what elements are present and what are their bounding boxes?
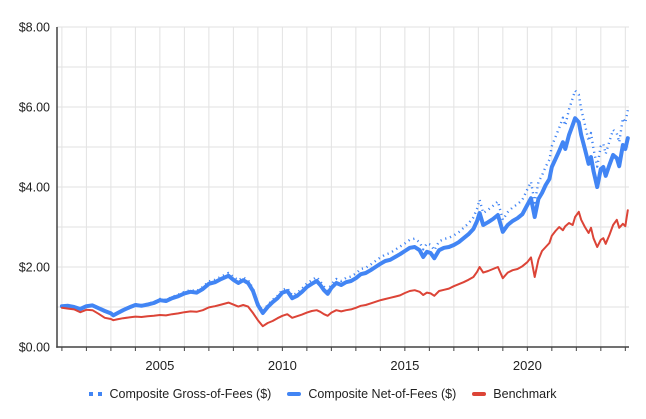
legend-item-benchmark[interactable]: Benchmark — [472, 387, 557, 401]
legend-label-gross: Composite Gross-of-Fees ($) — [109, 387, 272, 401]
legend-label-benchmark: Benchmark — [493, 387, 557, 401]
y-axis-label: $8.00 — [19, 21, 50, 35]
legend-item-net-of-fees[interactable]: Composite Net-of-Fees ($) — [287, 387, 456, 401]
solid-blue-line-marker-icon — [287, 392, 302, 396]
chart-legend: Composite Gross-of-Fees ($) Composite Ne… — [0, 385, 646, 403]
y-axis-label: $0.00 — [19, 341, 50, 355]
dotted-line-marker-icon — [89, 392, 103, 396]
y-axis-label: $2.00 — [19, 261, 50, 275]
y-axis-label: $6.00 — [19, 101, 50, 115]
y-axis-label: $4.00 — [19, 181, 50, 195]
solid-red-line-marker-icon — [472, 392, 487, 396]
legend-label-net: Composite Net-of-Fees ($) — [308, 387, 457, 401]
x-axis-label: 2010 — [268, 358, 297, 373]
legend-item-gross-of-fees[interactable]: Composite Gross-of-Fees ($) — [89, 387, 271, 401]
x-axis-label: 2015 — [390, 358, 419, 373]
x-axis-label: 2005 — [145, 358, 174, 373]
series-line-benchmark[interactable] — [60, 209, 629, 328]
series-line-net-of-fees[interactable] — [59, 116, 630, 318]
x-axis-label: 2020 — [513, 358, 542, 373]
series-line-gross-of-fees[interactable] — [61, 89, 629, 317]
